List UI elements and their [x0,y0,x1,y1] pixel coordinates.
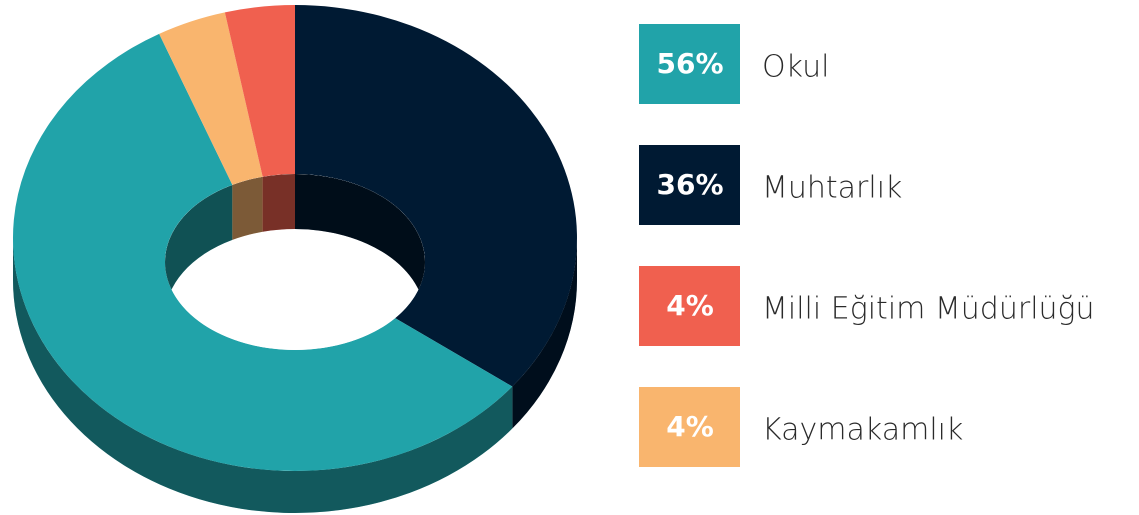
legend-swatch [639,266,740,346]
legend-value: 56% [656,47,723,80]
slice-inner-shade [165,184,233,317]
slice-inner-shade [232,176,263,240]
slice-side-shade [13,238,513,513]
slice [224,5,295,177]
legend-label: Muhtarlık [762,171,902,206]
slice [12,33,513,472]
slice-side [512,238,577,429]
legend-swatch [639,24,740,104]
legend-value: 4% [666,410,714,443]
slice-side [13,238,513,513]
slice [295,5,577,387]
legend-label: Okul [762,50,829,85]
legend: 56% Okul 36% Muhtarlık 4% Milli Eğitim Müdürl… [639,24,1095,467]
legend-label: Kaymakamlık [762,413,963,448]
donut-sides [13,238,577,513]
slice-inner-shade [262,174,295,232]
legend-label: Milli Eğitim Müdürlüğü [762,292,1095,327]
legend-value: 36% [656,168,723,201]
slice-side-shade [512,238,577,429]
slice [159,12,263,185]
slice-inner-shade [295,174,425,317]
legend-value: 4% [666,289,714,322]
donut-top [12,5,577,472]
legend-swatch [639,145,740,225]
legend-swatch [639,387,740,467]
donut-inner-wall [165,174,425,317]
